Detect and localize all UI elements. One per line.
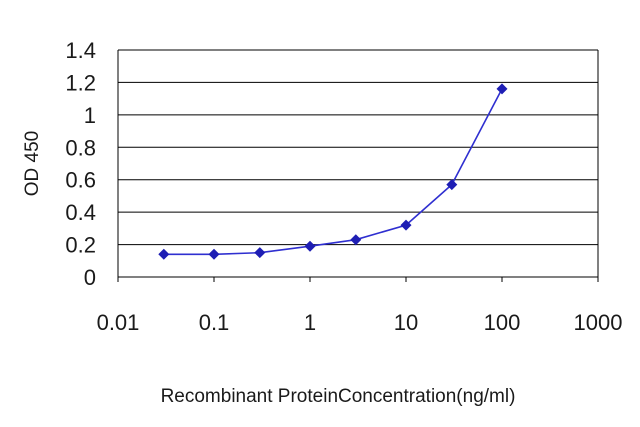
x-tick-label: 100 (484, 310, 521, 335)
x-tick-label: 10 (394, 310, 418, 335)
y-tick-label: 0 (84, 265, 96, 290)
data-point (446, 179, 458, 191)
data-series (158, 83, 508, 260)
data-point (496, 83, 508, 95)
data-point (158, 248, 170, 260)
y-tick-label: 1 (84, 103, 96, 128)
data-point (350, 234, 362, 246)
x-tick-label: 0.01 (97, 310, 140, 335)
x-axis-ticks: 0.01 0.1 1 10 100 1000 (97, 277, 623, 335)
x-tick-label: 1 (304, 310, 316, 335)
data-point (254, 247, 266, 259)
x-tick-label: 1000 (574, 310, 623, 335)
data-point (304, 240, 316, 252)
x-tick-label: 0.1 (199, 310, 230, 335)
series-line (163, 88, 503, 256)
y-tick-label: 0.4 (65, 200, 96, 225)
y-tick-label: 0.2 (65, 233, 96, 258)
x-axis-label: Recombinant ProteinConcentration(ng/ml) (161, 386, 516, 407)
y-tick-label: 1.4 (65, 38, 96, 63)
y-tick-label: 0.6 (65, 168, 96, 193)
y-tick-label: 1.2 (65, 70, 96, 95)
y-axis-ticks: 0 0.2 0.4 0.6 0.8 1 1.2 1.4 (65, 38, 96, 290)
y-axis-label: OD 450 (22, 131, 43, 196)
data-point (400, 219, 412, 231)
data-point (208, 248, 220, 260)
y-tick-label: 0.8 (65, 135, 96, 160)
plot-area (117, 49, 599, 278)
gridlines (117, 49, 599, 278)
